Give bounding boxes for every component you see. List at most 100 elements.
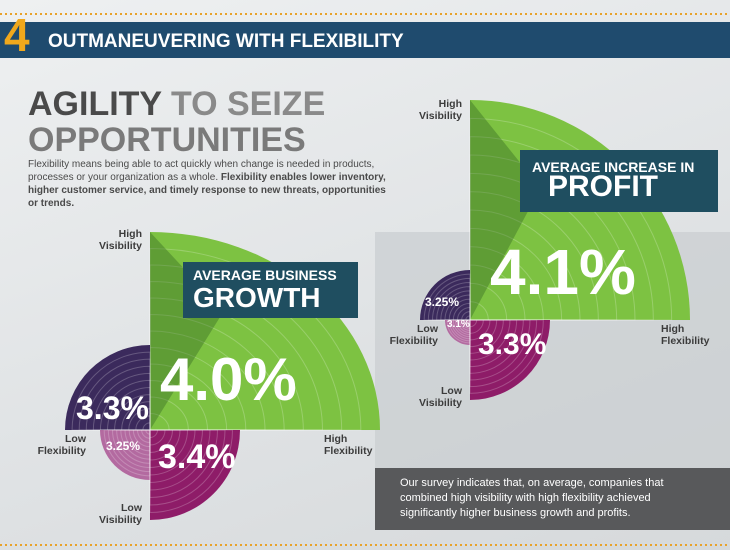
footnote: Our survey indicates that, on average, c… <box>400 477 664 519</box>
headline-word: OPPORTUNITIES <box>28 121 306 159</box>
ring <box>469 319 524 374</box>
header-title: OUTMANEUVERING WITH FLEXIBILITY <box>48 31 404 52</box>
quadrant <box>445 320 470 345</box>
ring <box>469 172 618 321</box>
axis-label: High Flexibility <box>661 323 710 347</box>
ring <box>469 319 491 341</box>
quadrant <box>100 430 150 480</box>
headline-word: AGILITY <box>28 85 162 123</box>
axis-label: High Visibility <box>99 228 142 252</box>
ring <box>469 319 498 348</box>
ring <box>450 319 471 340</box>
ring <box>149 363 228 431</box>
ring <box>469 227 563 321</box>
ring <box>149 330 266 431</box>
ring <box>136 429 151 444</box>
ring <box>149 429 204 484</box>
headline: AGILITY TO SEIZE OPPORTUNITIES <box>28 86 325 158</box>
ring <box>431 281 471 321</box>
axis-label: High Flexibility <box>324 433 373 457</box>
section-number: 4 <box>4 9 30 61</box>
ring <box>456 319 471 334</box>
chart-title-small: AVERAGE INCREASE IN <box>532 159 695 175</box>
ring <box>467 319 471 323</box>
ring <box>469 319 544 394</box>
ring <box>149 379 209 431</box>
ring <box>149 429 181 461</box>
ring <box>444 294 471 321</box>
ring <box>116 429 151 464</box>
ring <box>106 386 151 431</box>
ring <box>149 280 324 431</box>
ring <box>132 429 151 448</box>
ring <box>141 429 151 439</box>
intro: Flexibility means being able to act quic… <box>28 158 388 210</box>
ring <box>423 273 471 321</box>
quadrant-value: 3.25% <box>425 295 460 309</box>
quadrant-value: 4.0% <box>160 346 297 413</box>
intro-bold: Flexibility enables lower inventory, hig… <box>28 172 386 209</box>
title-box <box>183 262 358 318</box>
ring <box>469 319 518 368</box>
ring <box>128 429 151 452</box>
axis-label: Low Visibility <box>99 502 142 526</box>
ring <box>71 351 151 431</box>
shade <box>470 100 541 320</box>
ring <box>149 313 285 431</box>
ring <box>149 412 170 431</box>
ring <box>149 429 219 499</box>
ring <box>149 396 189 431</box>
ring <box>103 429 151 477</box>
ring <box>461 319 471 329</box>
ring <box>149 429 159 439</box>
ring <box>128 408 151 431</box>
ring <box>448 319 471 342</box>
quadrant <box>420 270 470 320</box>
chart-title-big: PROFIT <box>548 170 658 203</box>
header-bar <box>0 22 730 58</box>
ring <box>448 298 471 321</box>
axis-label: Low Visibility <box>419 385 462 409</box>
ring <box>99 379 151 431</box>
ring <box>459 319 471 331</box>
ring <box>469 319 504 354</box>
chart-title-small: AVERAGE BUSINESS <box>193 267 337 283</box>
ring <box>149 429 196 476</box>
ring <box>145 429 151 435</box>
ring <box>469 209 581 321</box>
title-box <box>520 150 718 212</box>
ring <box>452 319 471 338</box>
ring <box>469 319 511 361</box>
ring <box>149 346 247 431</box>
ring <box>135 415 151 431</box>
ring <box>149 429 226 506</box>
ring <box>452 302 471 321</box>
ring <box>149 297 304 431</box>
ring <box>149 429 174 454</box>
ring <box>469 319 484 334</box>
axis-label: High Visibility <box>419 98 462 122</box>
ring <box>92 372 151 431</box>
ring <box>469 191 599 321</box>
quadrant-value: 3.3% <box>478 328 547 361</box>
chart-title-big: GROWTH <box>193 282 321 313</box>
ring <box>446 319 471 344</box>
ring <box>142 422 151 431</box>
ring <box>469 282 508 321</box>
ring <box>149 429 211 491</box>
quadrant-value: 3.25% <box>106 439 141 453</box>
ring <box>469 246 544 321</box>
ring <box>114 394 151 431</box>
quadrant-value: 4.1% <box>490 236 636 308</box>
ring <box>456 306 471 321</box>
ring <box>463 319 471 327</box>
quadrant-value: 3.4% <box>158 438 236 476</box>
ring <box>465 319 471 325</box>
ring <box>465 315 471 321</box>
ring <box>107 429 151 473</box>
headline-word: TO SEIZE <box>170 85 326 123</box>
ring <box>469 301 489 321</box>
ring <box>436 286 471 321</box>
ring <box>121 401 151 431</box>
